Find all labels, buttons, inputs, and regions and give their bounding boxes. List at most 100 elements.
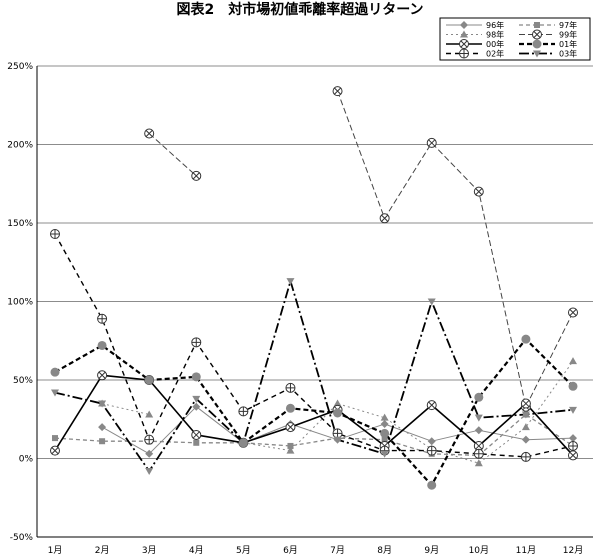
data-point: [380, 450, 389, 458]
y-tick-label: 150%: [7, 219, 33, 229]
data-point: [51, 389, 59, 397]
data-point: [427, 437, 436, 446]
series-line: [54, 233, 574, 458]
legend-label: 98年: [486, 30, 504, 40]
data-point: [426, 445, 437, 456]
data-point: [145, 449, 154, 458]
data-point: [144, 128, 155, 139]
data-point: [192, 395, 201, 403]
y-tick-label: 200%: [7, 141, 33, 151]
legend-marker: [534, 22, 540, 28]
data-point: [380, 428, 390, 438]
data-point: [97, 313, 108, 324]
data-point: [521, 423, 530, 431]
data-point: [286, 278, 295, 286]
legend-marker: [459, 39, 469, 49]
data-point: [97, 370, 108, 381]
x-tick-label: 5月: [236, 545, 251, 556]
data-point: [569, 434, 577, 443]
chart-title: 図表2 対市場初値乖離率超過リターン: [176, 2, 424, 18]
data-point: [239, 439, 248, 447]
data-point: [99, 438, 106, 445]
data-point: [191, 372, 201, 382]
legend-marker: [532, 29, 542, 40]
legend: 96年 97年 98年 99年 00年 01年 02年 03年: [439, 17, 591, 61]
data-point: [333, 436, 342, 444]
data-point: [144, 375, 154, 385]
data-point: [426, 137, 437, 148]
series-line: [54, 374, 574, 456]
x-tick-label: 10月: [469, 545, 489, 556]
legend-label: 03年: [559, 49, 577, 59]
legend-marker: [533, 50, 541, 58]
data-point: [568, 381, 578, 391]
data-point: [427, 480, 437, 490]
x-tick-label: 2月: [95, 545, 110, 556]
y-tick-label: -50%: [10, 533, 34, 543]
data-point: [521, 411, 530, 419]
data-point: [473, 448, 484, 459]
x-tick-label: 12月: [563, 545, 583, 556]
legend-item: 99年: [519, 29, 577, 40]
legend-item: 01年: [519, 39, 577, 49]
data-point: [285, 403, 295, 413]
legend-label: 00年: [486, 39, 504, 49]
data-point: [569, 357, 577, 365]
legend-item: 98年: [446, 30, 504, 40]
data-point: [332, 428, 343, 439]
legend-label: 01年: [559, 39, 577, 49]
x-tick-label: 9月: [424, 545, 439, 556]
x-tick-label: 4月: [189, 545, 204, 556]
data-point: [191, 170, 202, 181]
legend-marker: [460, 21, 468, 29]
x-tick-label: 11月: [516, 545, 536, 556]
data-point: [380, 419, 389, 428]
data-point: [474, 392, 484, 402]
data-point: [568, 440, 578, 451]
data-point: [98, 423, 107, 432]
data-point: [569, 406, 577, 414]
legend-item: 96年: [446, 20, 504, 30]
data-point: [98, 400, 107, 408]
legend-item: 02年: [446, 48, 504, 59]
data-point: [520, 451, 531, 462]
data-point: [50, 445, 60, 456]
legend-marker: [460, 30, 468, 38]
series-line: [54, 413, 574, 457]
data-point: [191, 429, 202, 440]
data-point: [145, 410, 154, 418]
data-point: [520, 398, 531, 409]
data-point: [144, 434, 155, 445]
data-point: [568, 450, 578, 461]
data-point: [285, 422, 296, 433]
data-point: [474, 459, 483, 467]
legend-item: 97年: [519, 20, 577, 30]
data-point: [379, 213, 390, 224]
data-point: [381, 436, 388, 443]
x-tick-label: 7月: [330, 545, 345, 556]
y-tick-label: 0%: [19, 455, 34, 465]
legend-marker: [532, 39, 542, 49]
data-point: [474, 414, 483, 422]
data-point: [285, 382, 296, 393]
y-tick-label: 100%: [7, 298, 33, 308]
legend-label: 97年: [559, 20, 577, 30]
data-point: [473, 186, 484, 197]
series-line: [54, 338, 574, 487]
data-point: [191, 337, 202, 348]
x-tick-label: 8月: [377, 545, 392, 556]
series-line: [148, 90, 574, 408]
data-point: [192, 402, 201, 411]
data-point: [50, 367, 60, 377]
x-tick-label: 6月: [283, 545, 298, 556]
data-point: [238, 406, 249, 417]
data-point: [521, 435, 530, 444]
series-line: [54, 280, 574, 472]
y-tick-label: 250%: [7, 62, 33, 72]
data-point: [52, 435, 58, 442]
data-point: [568, 307, 578, 318]
data-point: [333, 399, 342, 407]
legend-item: 03年: [519, 49, 577, 59]
legend-label: 02年: [486, 49, 504, 59]
